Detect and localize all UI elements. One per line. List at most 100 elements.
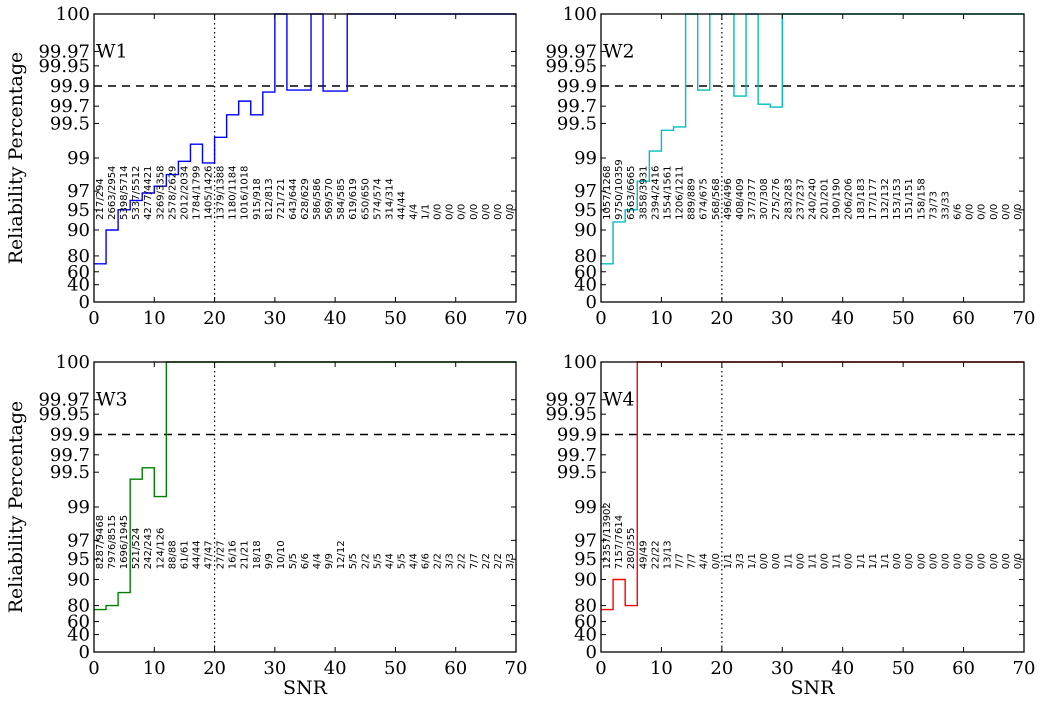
panel-w4-count-annotation: 0/0 xyxy=(940,553,951,569)
panel-w3-count-annotation: 10/10 xyxy=(276,540,287,569)
panel-w2-ytick-label: 99 xyxy=(574,148,597,169)
panel-w1-count-annotation: 3269/3358 xyxy=(155,166,166,220)
panel-w4-count-annotation: 0/0 xyxy=(759,553,770,569)
panel-w1-xtick-label: 50 xyxy=(384,308,407,329)
panel-w1-series-line xyxy=(94,13,516,265)
panel-w4-xlabel: SNR xyxy=(791,677,836,699)
panel-w4-xtick-label: 40 xyxy=(831,658,854,679)
panel-w3-count-annotation: 16/16 xyxy=(228,540,239,569)
panel-w4-count-annotation: 1/1 xyxy=(880,553,891,569)
panel-w3-xtick-label: 70 xyxy=(505,658,528,679)
panel-w3-count-annotation: 88/88 xyxy=(167,540,178,569)
panel-w4-ytick-label: 99.5 xyxy=(557,462,597,483)
panel-w3-count-annotation: 2/2 xyxy=(360,553,371,569)
panel-w2-count-annotation: 9750/10359 xyxy=(614,159,625,220)
panel-w2-count-annotation: 2394/2416 xyxy=(650,166,661,220)
panel-w3-xlabel: SNR xyxy=(283,677,328,699)
panel-w1-count-annotation: 0/0 xyxy=(469,204,480,220)
panel-w1-count-annotation: 0/0 xyxy=(457,204,468,220)
panel-w1-count-annotation: 44/44 xyxy=(396,191,407,220)
panel-w4-count-annotation: 0/0 xyxy=(820,553,831,569)
panel-w2-ytick-label: 99.7 xyxy=(557,96,597,117)
panel-w4-ytick-label: 90 xyxy=(574,570,597,591)
panel-w1-count-annotation: 619/619 xyxy=(348,178,359,220)
panel-w2-count-annotation: 240/240 xyxy=(808,178,819,220)
panel-w3-count-annotation: 21/21 xyxy=(240,540,251,569)
panel-w2-ytick-label: 99.97 xyxy=(545,41,597,62)
panel-w2-count-annotation: 0/0 xyxy=(1001,204,1012,220)
panel-w4-count-annotation: 0/0 xyxy=(928,553,939,569)
panel-w4-xtick-label: 50 xyxy=(892,658,915,679)
panel-w2-count-annotation: 153/153 xyxy=(892,178,903,220)
panel-w3-count-annotation: 5/5 xyxy=(372,553,383,569)
panel-w3-xtick-label: 0 xyxy=(88,658,99,679)
panel-w2-xtick-label: 10 xyxy=(650,308,673,329)
panel-w2-xtick-label: 50 xyxy=(892,308,915,329)
panel-w1-count-annotation: 643/644 xyxy=(288,178,299,220)
panel-w1-count-annotation: 1784/1799 xyxy=(191,166,202,220)
panel-w3-count-annotation: 3/3 xyxy=(505,553,516,569)
panel-w4-count-annotation: 49/49 xyxy=(638,540,649,569)
panel-w2-count-annotation: 889/889 xyxy=(687,178,698,220)
panel-w3-count-annotation: 2/2 xyxy=(433,553,444,569)
panel-w1-count-annotation: 1180/1184 xyxy=(228,166,239,220)
panel-w3-ytick-label: 99.95 xyxy=(38,404,90,425)
panel-w2-count-annotation: 568/568 xyxy=(711,178,722,220)
panel-w3-ytick-label: 60 xyxy=(67,612,90,633)
panel-w1-xtick-label: 0 xyxy=(88,308,99,329)
panel-w2-count-annotation: 283/283 xyxy=(783,178,794,220)
panel-w4-xtick-label: 30 xyxy=(771,658,794,679)
panel-w1-count-annotation: 0/0 xyxy=(505,204,516,220)
panel-w1-count-annotation: 628/629 xyxy=(300,178,311,220)
panel-w1-count-annotation: 721/721 xyxy=(276,178,287,220)
panel-w1-ytick-label: 60 xyxy=(67,262,90,283)
panel-w3-xtick-label: 50 xyxy=(384,658,407,679)
panel-w4-count-annotation: 3/3 xyxy=(735,553,746,569)
panel-w1-count-annotation: 0/0 xyxy=(481,204,492,220)
panel-w4-count-annotation: 0/0 xyxy=(953,553,964,569)
panel-w4-count-annotation: 0/0 xyxy=(795,553,806,569)
panel-w4-ytick-label: 99.9 xyxy=(557,425,597,446)
panel-w2-ytick-label: 97 xyxy=(574,181,597,202)
panel-w3-count-annotation: 2/2 xyxy=(493,553,504,569)
panel-w4-xtick-label: 70 xyxy=(1013,658,1036,679)
panel-w1-count-annotation: 569/570 xyxy=(324,178,335,220)
panel-w4-count-annotation: 0/0 xyxy=(916,553,927,569)
panel-w2-count-annotation: 190/190 xyxy=(832,178,843,220)
panel-w3-axes-frame xyxy=(93,361,517,653)
panel-w4-count-annotation: 280/355 xyxy=(626,528,637,570)
panel-w4-count-annotation: 0/0 xyxy=(965,553,976,569)
panel-w2-count-annotation: 6/6 xyxy=(953,204,964,220)
panel-w4-ytick-label: 99 xyxy=(574,497,597,518)
panel-w1-count-annotation: 2012/2034 xyxy=(179,166,190,220)
panel-w4-count-annotation: 0/0 xyxy=(1001,553,1012,569)
panel-w4-count-annotation: 0/0 xyxy=(844,553,855,569)
panel-w4-ytick-label: 99.95 xyxy=(545,404,597,425)
panel-w2-count-annotation: 0/0 xyxy=(965,204,976,220)
panel-w3-xtick-label: 30 xyxy=(263,658,286,679)
panel-w1-xtick-label: 10 xyxy=(143,308,166,329)
panel-w2-ytick-label: 60 xyxy=(574,262,597,283)
panel-w2-count-annotation: 177/177 xyxy=(868,178,879,220)
panel-w4-count-annotation: 12357/13902 xyxy=(602,502,613,569)
panel-w3-ytick-label: 99 xyxy=(67,497,90,518)
panel-w4-xtick-label: 10 xyxy=(650,658,673,679)
panel-w4-ytick-label: 100 xyxy=(563,352,597,373)
panel-w3-count-annotation: 1696/1945 xyxy=(119,515,130,569)
panel-w2-count-annotation: 674/675 xyxy=(699,178,710,220)
panel-w2-count-annotation: 0/0 xyxy=(1013,204,1024,220)
panel-w3: 8287/9468 7976/8515 1696/1945 521/524 242/24… xyxy=(5,352,527,699)
panel-w4-count-annotation: 1/1 xyxy=(783,553,794,569)
panel-w3-count-annotation: 2/2 xyxy=(457,553,468,569)
panel-w1-count-annotation: 4/4 xyxy=(409,204,420,220)
panel-w4-count-annotation: 0/0 xyxy=(904,553,915,569)
panel-w4-xtick-label: 60 xyxy=(952,658,975,679)
panel-w2-count-annotation: 201/201 xyxy=(820,178,831,220)
panel-w3-xtick-label: 40 xyxy=(324,658,347,679)
panel-w1-count-annotation: 2663/2954 xyxy=(107,166,118,220)
panel-w1-xtick-label: 30 xyxy=(263,308,286,329)
panel-w4-ytick-label: 97 xyxy=(574,530,597,551)
panel-w2-count-annotation: 237/237 xyxy=(795,178,806,220)
panel-w3-count-annotation: 242/243 xyxy=(143,528,154,570)
panel-w3-count-annotation: 44/44 xyxy=(191,540,202,569)
